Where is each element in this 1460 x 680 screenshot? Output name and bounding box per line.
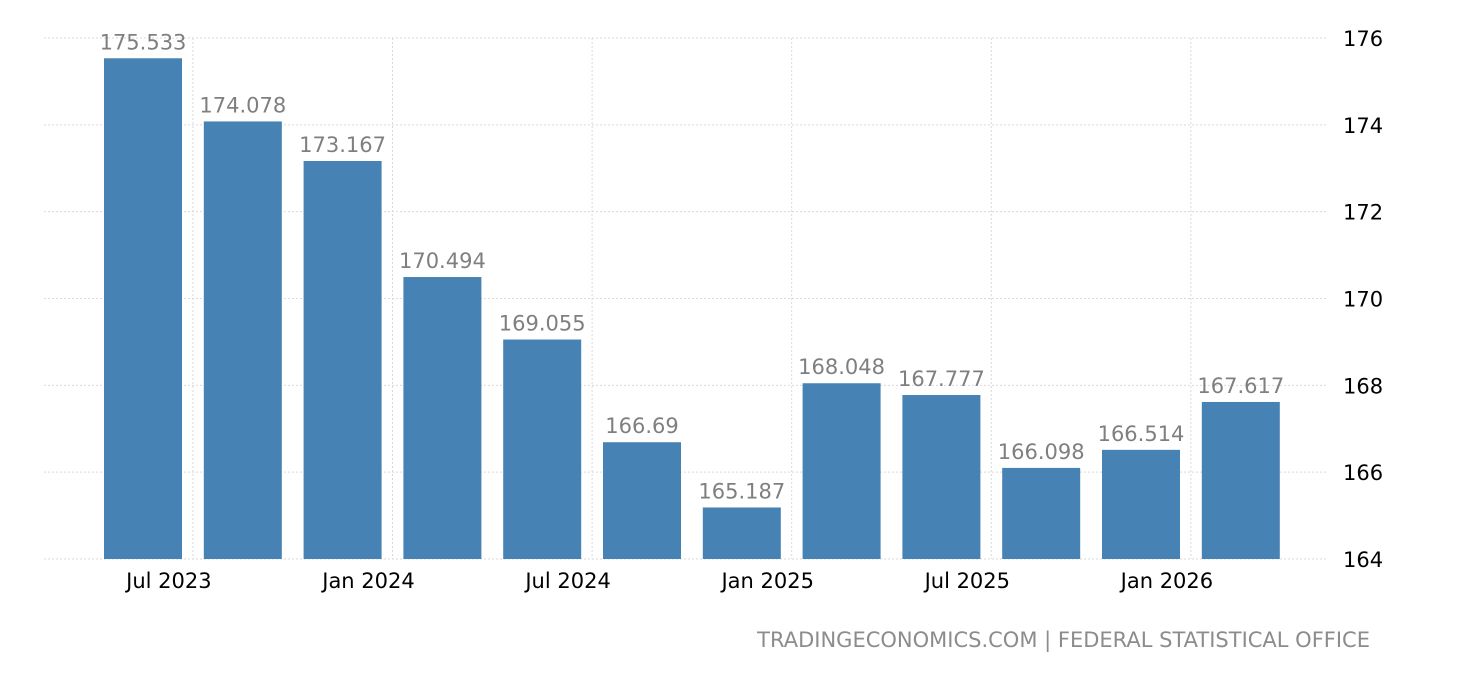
x-axis: Jul 2023 Jan 2024 Jul 2024 Jan 2025 Jul 2025… (124, 569, 1213, 593)
bar-jan-2026[interactable] (1102, 449, 1180, 559)
data-label: 173.167 (299, 133, 386, 157)
y-tick-label: 172 (1343, 201, 1383, 225)
data-label: 167.777 (898, 367, 985, 391)
bar-apr-2025[interactable] (802, 383, 881, 559)
x-tick-label: Jul 2025 (923, 569, 1010, 593)
x-tick-label: Jul 2024 (523, 569, 610, 593)
data-label: 175.533 (100, 30, 187, 54)
y-axis: 164 166 168 170 172 174 176 (1343, 27, 1383, 572)
data-label: 166.514 (1098, 422, 1185, 446)
bars (104, 58, 1280, 560)
source-credit: TRADINGECONOMICS.COM | FEDERAL STATISTIC… (757, 628, 1370, 652)
bar-oct-2025[interactable] (1002, 467, 1081, 559)
y-tick-label: 164 (1343, 548, 1383, 572)
data-label: 170.494 (399, 249, 486, 273)
data-label: 174.078 (199, 93, 286, 117)
x-tick-label: Jan 2025 (719, 569, 814, 593)
data-label: 167.617 (1197, 374, 1284, 398)
y-tick-label: 168 (1343, 374, 1383, 398)
data-label: 168.048 (798, 355, 885, 379)
data-label: 166.69 (605, 414, 678, 438)
data-label: 169.055 (499, 312, 586, 336)
data-labels: 175.533 174.078 173.167 170.494 169.055 166.6… (100, 30, 1285, 503)
bar-jan-2025[interactable] (702, 507, 781, 559)
y-tick-label: 170 (1343, 288, 1383, 312)
y-tick-label: 176 (1343, 27, 1383, 51)
data-label: 166.098 (998, 440, 1085, 464)
bar-jul-2025[interactable] (902, 395, 981, 559)
bar-jul-2024[interactable] (503, 339, 582, 559)
y-tick-label: 174 (1343, 114, 1383, 138)
bar-oct-2023[interactable] (203, 121, 282, 559)
y-tick-label: 166 (1343, 461, 1383, 485)
x-tick-label: Jan 2026 (1119, 569, 1214, 593)
data-label: 165.187 (698, 479, 785, 503)
bar-oct-2024[interactable] (603, 442, 681, 559)
bar-jan-2024[interactable] (303, 160, 382, 559)
x-tick-label: Jan 2024 (320, 569, 415, 593)
x-tick-label: Jul 2023 (124, 569, 211, 593)
bar-jul-2023[interactable] (104, 58, 182, 560)
bar-apr-2024[interactable] (403, 277, 482, 559)
bar-apr-2026[interactable] (1201, 401, 1280, 559)
